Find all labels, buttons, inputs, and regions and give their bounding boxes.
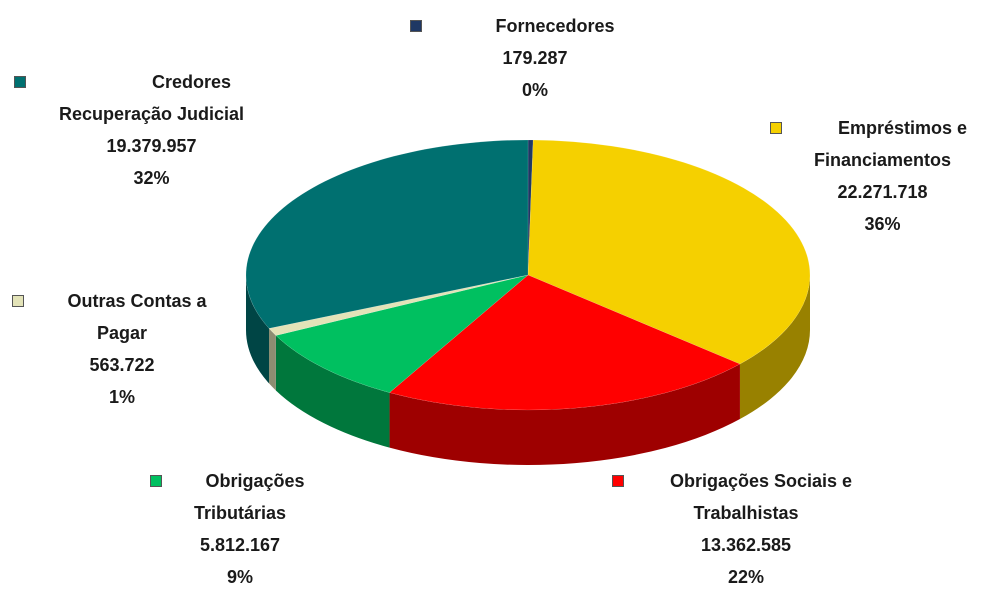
value-label: 179.287	[502, 48, 568, 68]
data-label: Obrigações Sociais e Trabalhistas 13.362.…	[612, 465, 880, 593]
value-label: 13.362.585	[700, 535, 792, 555]
value-label: 5.812.167	[199, 535, 281, 555]
legend-marker-slot	[612, 465, 642, 497]
slice	[527, 139, 811, 365]
slice	[275, 274, 529, 393]
percent-label: 36%	[864, 214, 901, 234]
percent-label: 1%	[108, 387, 135, 407]
pie-sides	[246, 275, 810, 465]
value-label: 22.271.718	[837, 182, 928, 202]
category-label: Obrigações Tributárias	[193, 471, 305, 523]
legend-marker	[770, 122, 782, 134]
percent-label: 22%	[727, 567, 765, 587]
value-label: 563.722	[89, 355, 155, 375]
data-label: Obrigações Tributárias 5.812.167 9%	[150, 465, 330, 593]
legend-marker	[150, 475, 162, 487]
slice	[527, 139, 534, 276]
slice-side	[739, 275, 810, 420]
data-label: Credores Recuperação Judicial 19.379.957 3…	[14, 66, 289, 194]
data-label: Outras Contas a Pagar 563.722 1%	[12, 285, 232, 413]
slice	[389, 274, 741, 411]
category-label: Fornecedores	[495, 16, 615, 36]
category-label: Credores Recuperação Judicial	[58, 72, 245, 124]
slice	[268, 274, 529, 336]
percent-label: 32%	[133, 168, 170, 188]
pie-tops	[245, 139, 811, 411]
value-label: 19.379.957	[106, 136, 197, 156]
category-label: Outras Contas a Pagar	[67, 291, 207, 343]
data-label: Fornecedores 179.287 0%	[410, 10, 660, 106]
legend-marker	[612, 475, 624, 487]
legend-marker-slot	[410, 10, 450, 42]
legend-marker-slot	[770, 112, 810, 144]
slice-side	[389, 364, 740, 465]
legend-marker	[12, 295, 24, 307]
legend-marker-slot	[14, 66, 94, 98]
percent-label: 0%	[521, 80, 548, 100]
legend-marker	[14, 76, 26, 88]
legend-marker-slot	[12, 285, 42, 317]
legend-marker	[410, 20, 422, 32]
data-label: Empréstimos e Financiamentos 22.271.718 36…	[770, 112, 995, 240]
slice-side	[269, 328, 276, 391]
legend-marker-slot	[150, 465, 180, 497]
category-label: Empréstimos e Financiamentos	[813, 118, 968, 170]
percent-label: 9%	[226, 567, 253, 587]
slice-side	[275, 335, 390, 448]
slice	[245, 139, 529, 329]
category-label: Obrigações Sociais e Trabalhistas	[669, 471, 853, 523]
slice-side	[246, 275, 270, 384]
